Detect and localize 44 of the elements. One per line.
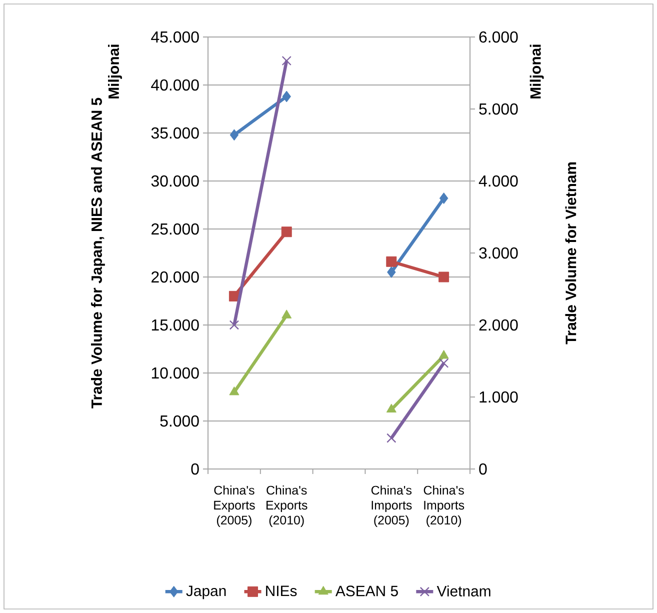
point <box>229 320 240 330</box>
y-tick-label: 25.000 <box>152 223 199 235</box>
y2-tick-label: 1.000 <box>480 391 518 403</box>
y2-tick-label: 5.000 <box>479 103 518 115</box>
y2-axis-title: Trade Volume for Vietnam <box>565 162 576 344</box>
legend-label: Japan <box>186 586 226 600</box>
legend-label: Vietnam <box>436 585 490 596</box>
y2-tick-label: 2.000 <box>479 319 518 331</box>
y-tick-label: 5.000 <box>160 415 199 427</box>
y-tick-label: 10.000 <box>152 367 199 379</box>
x-tick-label: China's Exports (2010) <box>266 485 308 527</box>
point <box>386 404 396 412</box>
y2-tick-label: 0 <box>479 463 487 475</box>
point <box>281 226 292 238</box>
y-tick-label: 45.000 <box>151 31 199 43</box>
point <box>386 256 397 267</box>
text: Miljonai <box>530 44 544 98</box>
point <box>282 56 292 66</box>
y-tick-label: 35.000 <box>151 127 199 139</box>
y-tick-label: 15.000 <box>152 319 199 331</box>
x-tick-label: China's Exports (2005) <box>214 485 255 527</box>
x-tick-label: China's Imports (2010) <box>424 485 464 527</box>
legend-label: ASEAN 5 <box>335 586 398 596</box>
y-tick-label: 40.000 <box>151 79 199 91</box>
text: Miljonai <box>108 44 122 98</box>
point <box>438 358 449 368</box>
point <box>387 266 396 278</box>
y2-tick-label: 3.000 <box>479 247 518 259</box>
point <box>282 90 291 102</box>
y2-tick-label: 4.000 <box>478 175 518 187</box>
y2-tick-label: 6.000 <box>479 31 518 43</box>
point <box>439 192 448 204</box>
point <box>438 272 450 282</box>
y-tick-label: 0 <box>191 463 199 475</box>
point <box>230 129 239 141</box>
point <box>229 386 240 396</box>
legend-label: NIEs <box>266 586 297 596</box>
y-axis-title: Trade Volume for Japan, NIES and ASEAN 5 <box>91 98 105 408</box>
y-tick-label: 20.000 <box>152 271 199 283</box>
x-tick-label: China's Imports (2005) <box>371 485 412 527</box>
y-tick-label: 30.000 <box>151 175 199 187</box>
point <box>386 433 396 443</box>
point <box>438 350 449 359</box>
point <box>282 310 292 318</box>
